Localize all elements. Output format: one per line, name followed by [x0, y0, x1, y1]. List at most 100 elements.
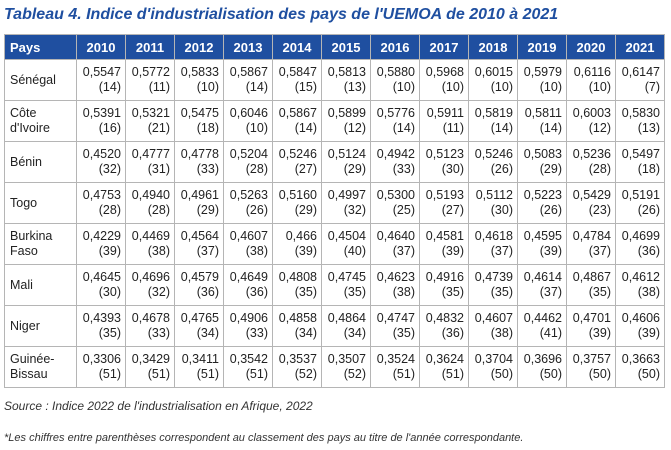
index-value: 0,4701 — [572, 311, 611, 325]
table-row: Mali 0,4645 (30) 0,4696 (32) 0,4579 (36) 0,4649… — [4, 264, 665, 306]
table-cell: 0,4906 (33) — [223, 305, 273, 347]
table-cell: 0,4579 (36) — [174, 264, 224, 306]
index-value: 0,3542 — [229, 352, 268, 366]
index-value: 0,4832 — [425, 311, 464, 325]
table-cell: 0,3507 (52) — [321, 346, 371, 388]
rank-value: (50) — [490, 367, 513, 381]
country-name: Niger — [4, 305, 77, 347]
rank-value: (14) — [98, 80, 121, 94]
rank-value: (23) — [588, 203, 611, 217]
country-name: Burkina Faso — [4, 223, 77, 265]
table-cell: 0,5124 (29) — [321, 141, 371, 183]
table-row: Niger 0,4393 (35) 0,4678 (33) 0,4765 (34) 0,490… — [4, 305, 665, 347]
index-value: 0,4469 — [131, 229, 170, 243]
index-value: 0,5880 — [376, 65, 415, 79]
rank-value: (21) — [147, 121, 170, 135]
rank-value: (33) — [245, 326, 268, 340]
index-value: 0,4607 — [229, 229, 268, 243]
rank-value: (38) — [245, 244, 268, 258]
rank-value: (33) — [147, 326, 170, 340]
table-cell: 0,5193 (27) — [419, 182, 469, 224]
rank-value: (38) — [147, 244, 170, 258]
table-cell: 0,4607 (38) — [468, 305, 518, 347]
index-value: 0,5847 — [278, 65, 317, 79]
table-cell: 0,4867 (35) — [566, 264, 616, 306]
table-cell: 0,3411 (51) — [174, 346, 224, 388]
table-cell: 0,5300 (25) — [370, 182, 420, 224]
table-cell: 0,5880 (10) — [370, 59, 420, 101]
table-cell: 0,3537 (52) — [272, 346, 322, 388]
index-value: 0,4997 — [327, 188, 366, 202]
rank-value: (32) — [343, 203, 366, 217]
rank-value: (31) — [147, 162, 170, 176]
index-value: 0,4916 — [425, 270, 464, 284]
rank-value: (51) — [196, 367, 219, 381]
table-cell: 0,4469 (38) — [125, 223, 175, 265]
index-value: 0,6003 — [572, 106, 611, 120]
index-value: 0,3411 — [181, 352, 219, 366]
table-cell: 0,5123 (30) — [419, 141, 469, 183]
table-cell: 0,5083 (29) — [517, 141, 567, 183]
header-year: 2014 — [272, 34, 322, 60]
table-cell: 0,4614 (37) — [517, 264, 567, 306]
index-value: 0,4579 — [180, 270, 219, 284]
table-cell: 0,5236 (28) — [566, 141, 616, 183]
rank-value: (52) — [343, 367, 366, 381]
rank-value: (37) — [392, 244, 415, 258]
table-cell: 0,5497 (18) — [615, 141, 665, 183]
table-cell: 0,4520 (32) — [76, 141, 126, 183]
industrialisation-table: Pays 2010 2011 2012 2013 2014 2015 2016 2017 201… — [4, 34, 665, 388]
index-value: 0,5899 — [327, 106, 366, 120]
table-cell: 0,4649 (36) — [223, 264, 273, 306]
index-value: 0,5547 — [82, 65, 121, 79]
rank-value: (27) — [294, 162, 317, 176]
table-cell: 0,5223 (26) — [517, 182, 567, 224]
table-cell: 0,5830 (13) — [615, 100, 665, 142]
table-cell: 0,3624 (51) — [419, 346, 469, 388]
rank-value: (11) — [442, 121, 464, 135]
index-value: 0,5968 — [425, 65, 464, 79]
table-cell: 0,5429 (23) — [566, 182, 616, 224]
rank-value: (26) — [637, 203, 660, 217]
header-year: 2016 — [370, 34, 420, 60]
index-value: 0,5867 — [229, 65, 268, 79]
table-cell: 0,4504 (40) — [321, 223, 371, 265]
table-cell: 0,4606 (39) — [615, 305, 665, 347]
index-value: 0,4784 — [572, 229, 611, 243]
index-value: 0,4940 — [131, 188, 170, 202]
table-cell: 0,4393 (35) — [76, 305, 126, 347]
rank-value: (36) — [196, 285, 219, 299]
index-value: 0,5819 — [474, 106, 513, 120]
index-value: 0,5979 — [523, 65, 562, 79]
index-value: 0,4645 — [82, 270, 121, 284]
index-value: 0,6116 — [573, 65, 611, 79]
index-value: 0,5911 — [426, 106, 464, 120]
table-cell: 0,4942 (33) — [370, 141, 420, 183]
table-cell: 0,4229 (39) — [76, 223, 126, 265]
index-value: 0,4520 — [82, 147, 121, 161]
rank-value: (50) — [637, 367, 660, 381]
index-value: 0,3624 — [425, 352, 464, 366]
rank-value: (10) — [588, 80, 611, 94]
index-value: 0,3507 — [327, 352, 366, 366]
rank-value: (18) — [196, 121, 219, 135]
index-value: 0,4612 — [621, 270, 660, 284]
index-value: 0,3429 — [131, 352, 170, 366]
rank-value: (18) — [637, 162, 660, 176]
table-cell: 0,5112 (30) — [468, 182, 518, 224]
index-value: 0,5475 — [180, 106, 219, 120]
table-cell: 0,5811 (14) — [517, 100, 567, 142]
table-cell: 0,4696 (32) — [125, 264, 175, 306]
table-cell: 0,3306 (51) — [76, 346, 126, 388]
index-value: 0,5236 — [572, 147, 611, 161]
table-cell: 0,4701 (39) — [566, 305, 616, 347]
table-cell: 0,4961 (29) — [174, 182, 224, 224]
rank-value: (51) — [98, 367, 121, 381]
index-value: 0,4581 — [425, 229, 464, 243]
rank-value: (36) — [637, 244, 660, 258]
rank-value: (32) — [147, 285, 170, 299]
table-row: Togo 0,4753 (28) 0,4940 (28) 0,4961 (29) 0,5263… — [4, 182, 665, 224]
table-cell: 0,4678 (33) — [125, 305, 175, 347]
index-value: 0,6015 — [474, 65, 513, 79]
rank-value: (38) — [637, 285, 660, 299]
